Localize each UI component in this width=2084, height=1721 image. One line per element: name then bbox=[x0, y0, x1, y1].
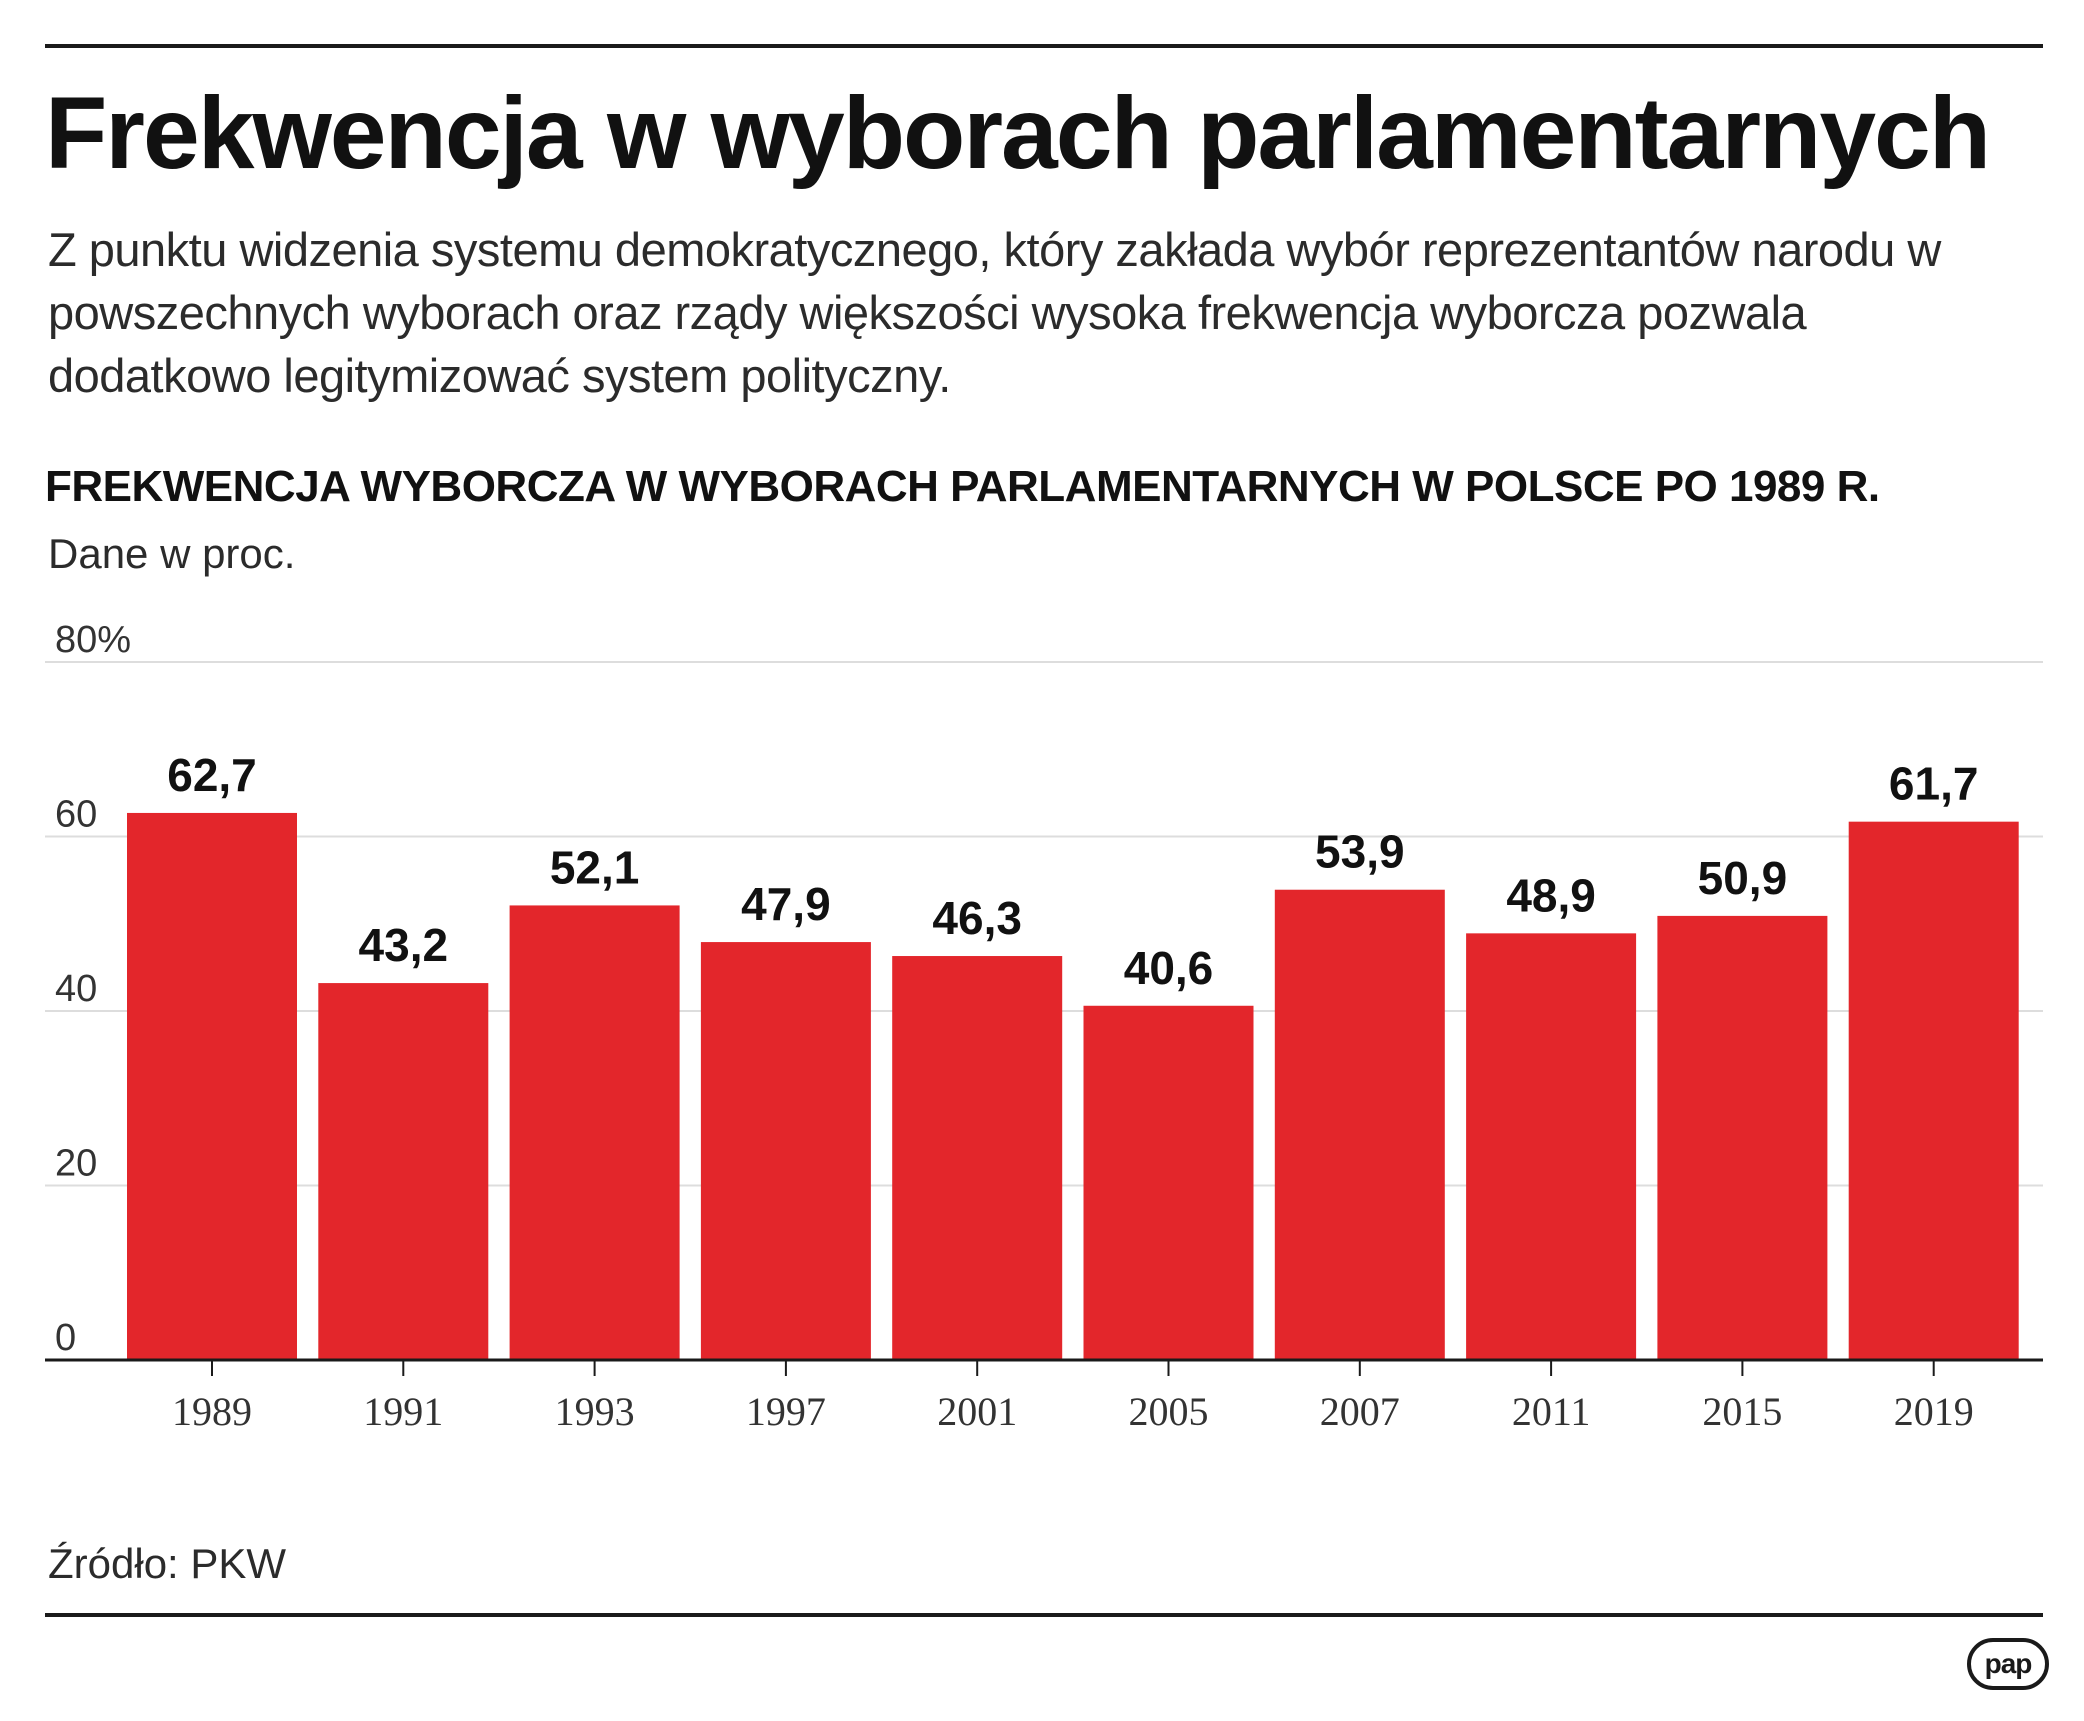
y-tick-label: 40 bbox=[55, 968, 97, 1010]
bar bbox=[700, 942, 871, 1360]
y-tick-label: 60 bbox=[55, 794, 97, 836]
bottom-rule bbox=[45, 1613, 2043, 1617]
x-tick-label: 2005 bbox=[1129, 1389, 1209, 1434]
page-title: Frekwencja w wyborach parlamentarnych bbox=[45, 76, 1991, 190]
bar bbox=[892, 956, 1063, 1360]
bar bbox=[1083, 1005, 1254, 1360]
data-label: 52,1 bbox=[550, 841, 640, 893]
y-tick-label: 0 bbox=[55, 1317, 76, 1359]
y-tick-label: 20 bbox=[55, 1143, 97, 1185]
data-label: 47,9 bbox=[741, 878, 831, 930]
x-tick-label: 2011 bbox=[1512, 1389, 1591, 1434]
chart-title: FREKWENCJA WYBORCZA W WYBORACH PARLAMENT… bbox=[45, 462, 1880, 511]
x-tick-label: 2019 bbox=[1894, 1389, 1974, 1434]
bar bbox=[509, 905, 680, 1360]
source-note: Źródło: PKW bbox=[48, 1540, 287, 1587]
x-tick-label: 1993 bbox=[555, 1389, 635, 1434]
data-label: 53,9 bbox=[1315, 826, 1405, 878]
data-label: 61,7 bbox=[1889, 758, 1979, 810]
data-label: 62,7 bbox=[167, 749, 257, 801]
bar bbox=[1848, 821, 2019, 1360]
bar-chart: 0 20 40 60 80% 62,7 1989 43,2 1991 52,1 1993 47,9 19… bbox=[45, 619, 2043, 1434]
bar bbox=[1274, 889, 1445, 1360]
top-rule bbox=[45, 44, 2043, 48]
pap-logo: pap bbox=[1967, 1638, 2049, 1690]
bar bbox=[318, 983, 489, 1360]
x-tick-label: 2015 bbox=[1702, 1389, 1782, 1434]
x-tick-label: 1997 bbox=[746, 1389, 826, 1434]
x-tick-label: 2007 bbox=[1320, 1389, 1400, 1434]
y-tick-label: 80% bbox=[55, 619, 131, 661]
bar bbox=[1657, 915, 1828, 1360]
x-tick-label: 1989 bbox=[172, 1389, 252, 1434]
bar bbox=[127, 812, 297, 1360]
intro-text: Z punktu widzenia systemu demokratyczneg… bbox=[48, 223, 1941, 402]
data-label: 46,3 bbox=[932, 892, 1022, 944]
bar bbox=[1466, 933, 1637, 1360]
x-tick-label: 2001 bbox=[937, 1389, 1017, 1434]
data-label: 50,9 bbox=[1698, 852, 1788, 904]
data-label: 48,9 bbox=[1506, 869, 1596, 921]
data-label: 43,2 bbox=[359, 919, 449, 971]
chart-subtitle: Dane w proc. bbox=[48, 530, 296, 577]
data-label: 40,6 bbox=[1124, 942, 1214, 994]
x-tick-label: 1991 bbox=[363, 1389, 443, 1434]
